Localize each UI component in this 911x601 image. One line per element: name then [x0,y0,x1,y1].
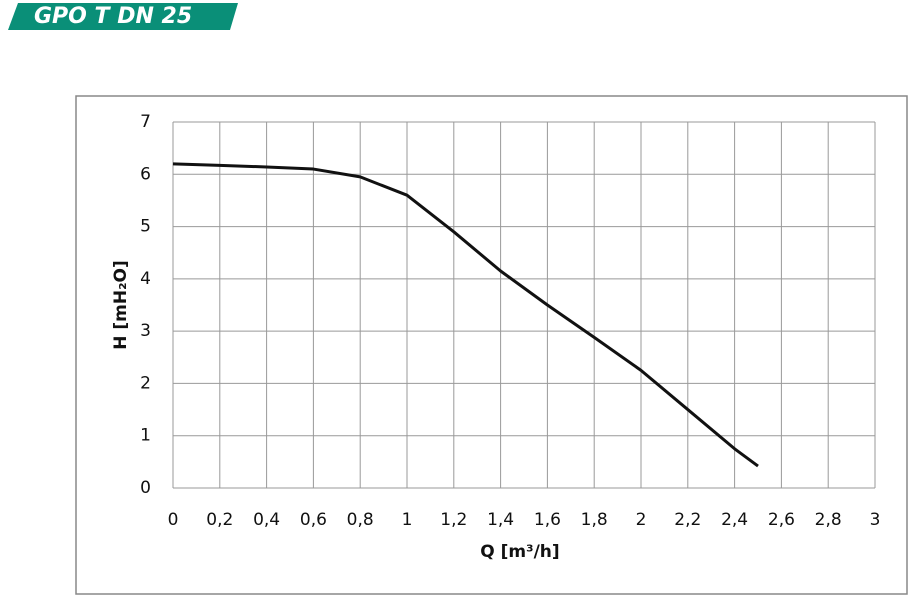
y-tick-label: 3 [140,321,151,341]
x-tick-label: 0,4 [253,510,280,530]
x-tick-label: 2,6 [768,510,795,530]
y-tick-label: 5 [140,217,151,237]
x-tick-label: 1,4 [487,510,514,530]
x-tick-label: 0,6 [300,510,327,530]
y-tick-label: 0 [140,478,151,498]
banner-bg [8,3,238,30]
x-tick-label: 1,2 [440,510,467,530]
y-axis-label: H [mH₂O] [111,260,131,350]
x-tick-label: 2,4 [721,510,748,530]
x-tick-label: 2 [636,510,647,530]
series-line [172,162,759,468]
x-tick-label: 0 [168,510,179,530]
y-tick-label: 4 [140,269,151,289]
x-tick-label: 3 [870,510,881,530]
x-tick-label: 1,8 [581,510,608,530]
banner-title: GPO T DN 25 [34,4,192,29]
x-tick-label: 2,8 [815,510,842,530]
y-tick-label: 7 [140,112,151,132]
y-tick-label: 2 [140,373,151,393]
x-axis-label: Q [m³/h] [480,542,559,562]
y-tick-label: 1 [140,426,151,446]
x-tick-label: 2,2 [674,510,701,530]
chart-frame [75,95,908,595]
x-tick-label: 0,8 [347,510,374,530]
x-tick-label: 1,6 [534,510,561,530]
x-tick-label: 0,2 [206,510,233,530]
x-tick-label: 1 [402,510,413,530]
y-tick-label: 6 [140,164,151,184]
